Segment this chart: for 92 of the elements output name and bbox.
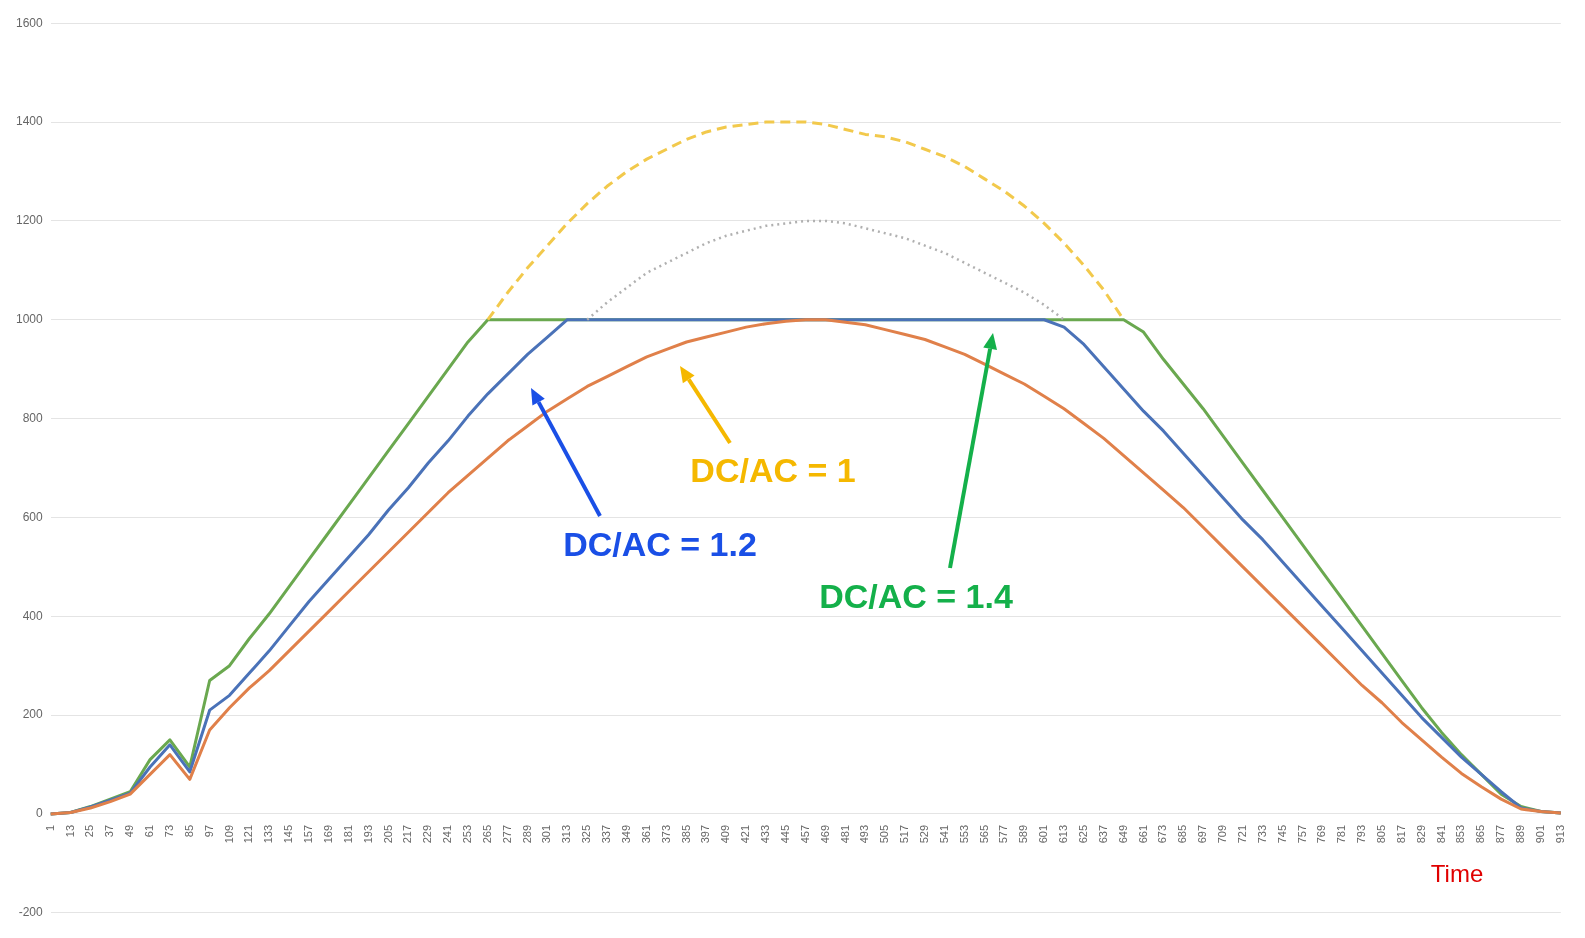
x-tick-label: 613 bbox=[1057, 824, 1070, 844]
x-tick-label: 541 bbox=[937, 824, 950, 844]
x-tick-label: 145 bbox=[282, 824, 295, 844]
y-tick-label: 1600 bbox=[15, 15, 44, 30]
x-tick-label: 913 bbox=[1553, 824, 1566, 844]
x-tick-label: 49 bbox=[123, 824, 136, 838]
x-tick-label: 685 bbox=[1176, 824, 1189, 844]
x-tick-label: 493 bbox=[858, 824, 871, 844]
x-tick-label: 169 bbox=[321, 824, 334, 844]
x-tick-label: 457 bbox=[798, 824, 811, 844]
x-tick-label: 313 bbox=[560, 824, 573, 844]
x-tick-label: 673 bbox=[1156, 824, 1169, 844]
x-tick-label: 121 bbox=[242, 824, 255, 844]
x-tick-label: 349 bbox=[619, 824, 632, 844]
x-tick-label: 517 bbox=[898, 824, 911, 844]
x-tick-label: 697 bbox=[1196, 824, 1209, 844]
x-tick-label: 805 bbox=[1375, 824, 1387, 844]
x-tick-label: 253 bbox=[460, 824, 473, 844]
y-tick-label: 1400 bbox=[15, 114, 44, 129]
x-tick-label: 37 bbox=[103, 824, 116, 838]
x-tick-label: 289 bbox=[520, 824, 533, 844]
x-tick-label: 157 bbox=[302, 824, 315, 844]
x-tick-label: 553 bbox=[957, 824, 970, 844]
x-tick-label: 193 bbox=[361, 824, 374, 844]
x-tick-label: 373 bbox=[659, 824, 672, 844]
x-tick-label: 433 bbox=[759, 824, 772, 844]
x-tick-label: 877 bbox=[1494, 824, 1507, 844]
y-tick-label: -200 bbox=[18, 905, 44, 920]
annotation: DC/AC = 1 bbox=[690, 450, 856, 490]
x-tick-label: 13 bbox=[63, 824, 76, 838]
annotation: DC/AC = 1.2 bbox=[563, 524, 757, 564]
x-tick-label: 61 bbox=[143, 824, 156, 838]
x-tick-label: 853 bbox=[1454, 824, 1467, 844]
x-tick-label: 481 bbox=[838, 824, 851, 844]
x-tick-label: 217 bbox=[401, 824, 414, 844]
x-axis-title: Time bbox=[1430, 859, 1484, 888]
x-tick-label: 733 bbox=[1255, 824, 1268, 844]
x-tick-label: 757 bbox=[1295, 824, 1308, 844]
y-tick-label: 200 bbox=[22, 707, 44, 722]
x-tick-label: 97 bbox=[202, 824, 215, 838]
x-tick-label: 817 bbox=[1394, 824, 1407, 844]
y-tick-label: 0 bbox=[36, 806, 44, 821]
x-tick-label: 745 bbox=[1275, 824, 1288, 844]
x-tick-label: 865 bbox=[1474, 824, 1487, 844]
x-tick-label: 445 bbox=[778, 824, 791, 844]
x-tick-label: 385 bbox=[679, 824, 692, 844]
x-tick-label: 637 bbox=[1096, 824, 1109, 844]
x-tick-label: 781 bbox=[1335, 824, 1348, 844]
x-tick-label: 901 bbox=[1533, 824, 1546, 844]
y-tick-label: 400 bbox=[22, 608, 44, 623]
x-tick-label: 601 bbox=[1037, 824, 1050, 844]
x-tick-label: 793 bbox=[1355, 824, 1368, 844]
x-tick-label: 337 bbox=[600, 824, 613, 844]
x-tick-label: 85 bbox=[182, 824, 195, 838]
x-tick-label: 109 bbox=[222, 824, 235, 844]
x-tick-label: 277 bbox=[500, 824, 513, 844]
x-tick-label: 1 bbox=[43, 824, 56, 832]
x-tick-label: 661 bbox=[1136, 824, 1149, 844]
x-tick-label: 229 bbox=[421, 824, 434, 844]
x-tick-label: 841 bbox=[1434, 824, 1447, 844]
x-tick-label: 589 bbox=[1017, 824, 1030, 844]
x-tick-label: 241 bbox=[441, 824, 454, 844]
line-series bbox=[585, 219, 1066, 321]
x-tick-label: 721 bbox=[1235, 824, 1248, 844]
x-tick-label: 133 bbox=[262, 824, 275, 844]
x-tick-label: 829 bbox=[1414, 824, 1427, 844]
x-tick-label: 889 bbox=[1514, 824, 1527, 844]
x-tick-label: 265 bbox=[480, 824, 493, 844]
x-tick-label: 421 bbox=[739, 824, 752, 844]
y-tick-label: 1200 bbox=[15, 213, 44, 228]
x-tick-label: 577 bbox=[997, 824, 1010, 844]
annotation: DC/AC = 1.4 bbox=[819, 576, 1013, 616]
y-tick-label: 1000 bbox=[15, 312, 44, 327]
x-tick-label: 325 bbox=[580, 824, 593, 844]
x-tick-label: 649 bbox=[1116, 824, 1129, 844]
x-tick-label: 769 bbox=[1315, 824, 1328, 844]
x-tick-label: 301 bbox=[540, 824, 553, 844]
y-tick-label: 600 bbox=[22, 509, 44, 524]
x-tick-label: 565 bbox=[977, 824, 990, 844]
y-tick-label: 800 bbox=[22, 410, 44, 425]
x-tick-label: 397 bbox=[699, 824, 712, 844]
x-tick-label: 505 bbox=[878, 824, 891, 844]
x-tick-label: 361 bbox=[639, 824, 652, 844]
x-tick-label: 73 bbox=[162, 824, 175, 838]
x-tick-label: 205 bbox=[381, 824, 394, 844]
x-tick-label: 625 bbox=[1076, 824, 1089, 844]
x-tick-label: 409 bbox=[719, 824, 732, 844]
x-tick-label: 709 bbox=[1216, 824, 1229, 844]
x-tick-label: 529 bbox=[918, 824, 930, 844]
x-tick-label: 25 bbox=[83, 824, 96, 838]
x-tick-label: 181 bbox=[341, 824, 354, 844]
x-tick-label: 469 bbox=[818, 824, 831, 844]
